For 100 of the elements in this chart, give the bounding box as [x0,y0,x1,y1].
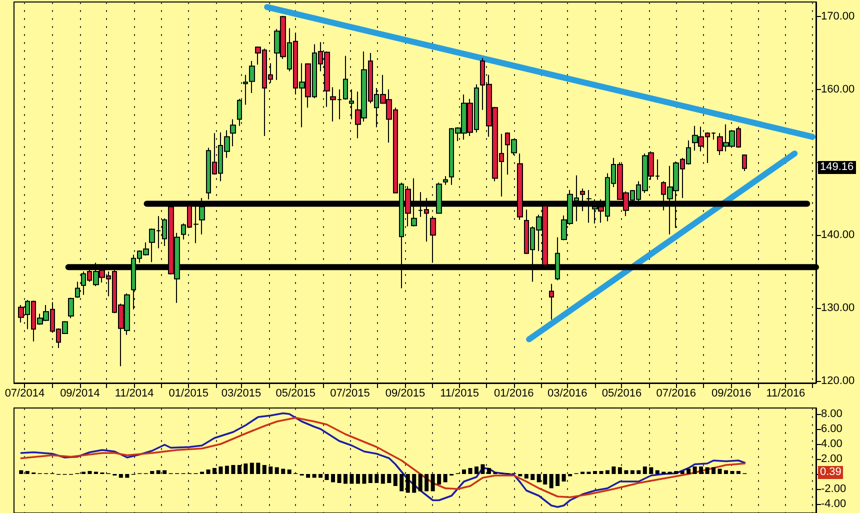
bar [468,468,472,474]
bar [430,474,435,492]
bar [343,474,348,484]
bar [699,466,704,474]
bar [256,462,260,474]
bar [524,474,528,478]
bar [536,474,541,482]
bar [424,474,429,492]
bar [206,470,210,474]
x-tick-label: 05/2015 [276,388,316,400]
bar [237,465,242,474]
bar [674,471,678,474]
candlestick [742,154,747,172]
bar [150,471,154,474]
bar [549,474,554,488]
x-tick-label: 11/2016 [766,388,806,400]
bar [287,470,292,474]
x-tick-label: 09/2014 [60,388,100,400]
candlestick [230,118,236,147]
y-tick-label: 2.00 [821,453,842,465]
bar [605,470,610,474]
bar [556,474,560,486]
bar [268,466,273,474]
bar [724,470,728,474]
bar [393,474,398,486]
bar [118,474,123,478]
bar [474,466,478,474]
bar [412,474,416,493]
bar [374,474,379,483]
bar [530,474,535,480]
bar [462,470,466,474]
bar [718,468,722,474]
bar [443,474,448,482]
x-tick-label: 03/2016 [547,388,588,400]
bar [231,465,236,474]
y-tick-label: 170.00 [821,10,855,23]
x-tick-label: 03/2015 [221,388,262,400]
bar [624,470,628,474]
y-tick-label: 130.00 [821,302,855,314]
bar [306,474,310,478]
bar [324,474,329,480]
candlestick [549,283,554,320]
x-tick-label: 07/2016 [656,388,696,400]
y-tick-label: -4.00 [821,498,846,510]
bar [655,470,660,474]
bar [705,467,710,474]
bar [125,474,130,478]
x-tick-label: 07/2015 [330,388,370,400]
bar [736,471,740,474]
bar [437,474,442,484]
y-tick-label: -2.00 [821,483,846,495]
bar [686,468,691,474]
bar [262,465,266,474]
bar [642,466,647,474]
bar [562,474,566,482]
bar [543,474,548,484]
bar [318,474,323,478]
bar [406,474,410,493]
bar [680,471,684,474]
bar [480,464,485,474]
candlestick [75,281,80,298]
bar [250,462,254,474]
bar [331,474,336,482]
bar [712,467,716,474]
bar [486,468,491,474]
bar [649,467,654,474]
bar [162,470,167,474]
x-tick-label: 07/2014 [4,388,45,400]
bar [356,474,360,484]
candlestick [68,297,74,319]
y-tick-label: 120.00 [821,374,855,387]
bar [618,467,622,474]
text: 0.39 [818,466,844,480]
x-tick-label: 11/2014 [114,388,154,400]
y-tick-label: 6.00 [821,423,842,435]
bar [88,471,92,474]
bar [362,474,366,484]
x-tick-label: 11/2015 [440,388,480,400]
x-tick-label: 09/2015 [385,388,426,400]
bar [25,471,30,474]
bar [636,470,641,474]
y-tick-label: 4.00 [821,438,842,450]
bar [218,466,223,474]
bar [730,471,734,474]
bar [312,474,316,478]
bar [630,470,634,474]
bar [212,468,216,474]
bar [418,474,422,492]
bar [274,467,279,474]
bar [281,468,286,474]
bar [692,466,697,474]
y-tick-label: 140.00 [821,229,855,242]
candlestick [443,176,448,186]
bar [350,474,354,484]
bar [612,466,616,474]
bar [156,470,160,474]
text: 149.16 [818,161,856,174]
bar [599,471,604,474]
candlestick [349,88,354,120]
bar [224,466,229,474]
